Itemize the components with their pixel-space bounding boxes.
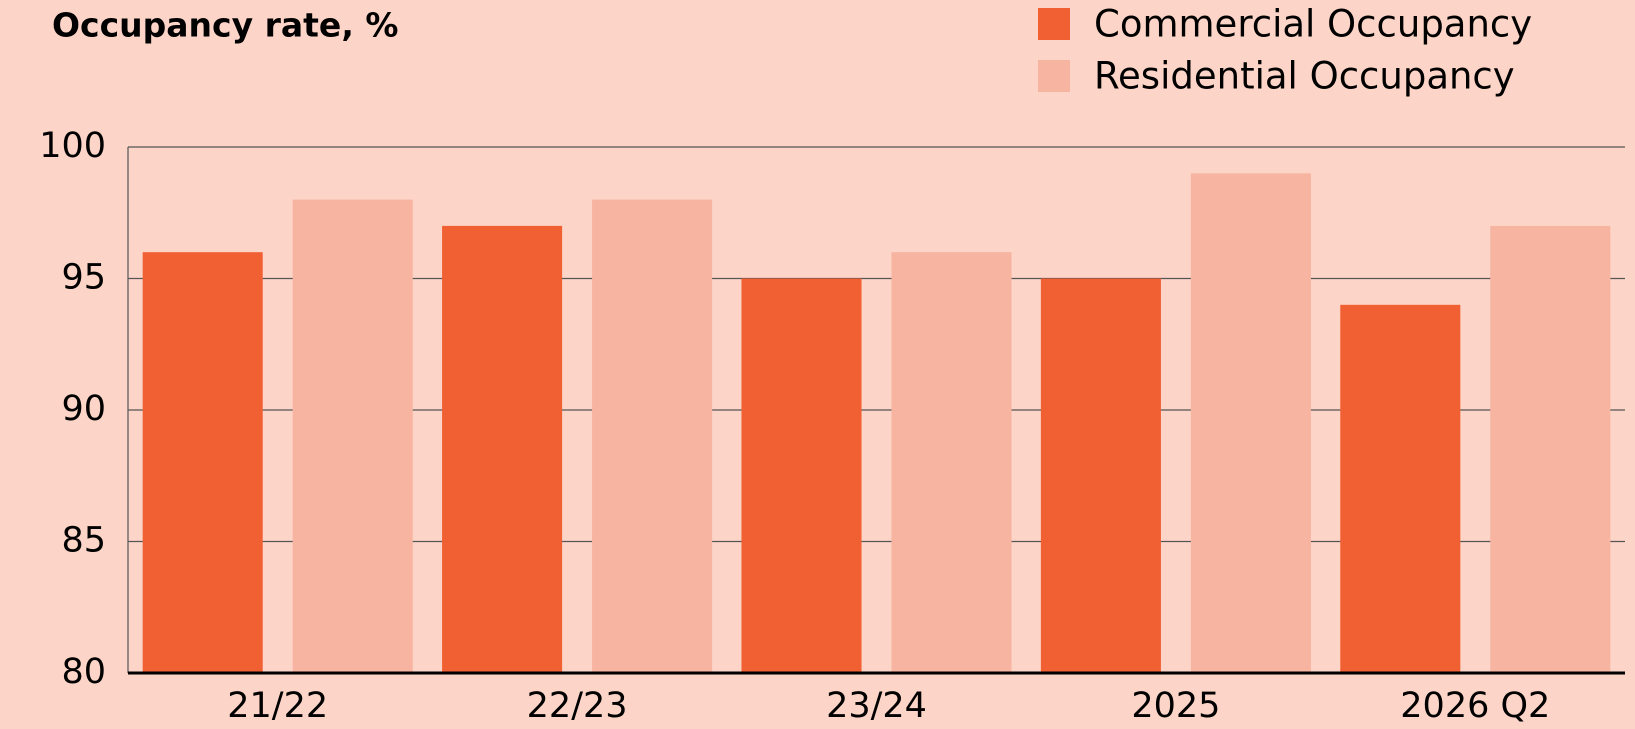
y-tick-label: 90 — [61, 389, 106, 429]
y-tick-label: 100 — [39, 126, 106, 166]
chart-title: Occupancy rate, % — [52, 6, 398, 45]
legend-swatch — [1038, 8, 1070, 40]
y-tick-label: 95 — [61, 258, 106, 298]
x-tick-label: 23/24 — [826, 686, 927, 726]
bar — [741, 278, 862, 673]
x-tick-label: 22/23 — [527, 686, 628, 726]
y-tick-label: 85 — [61, 521, 106, 561]
x-tick-label: 2026 Q2 — [1400, 686, 1550, 726]
bar — [442, 225, 563, 673]
bar — [1490, 225, 1611, 673]
legend-label: Commercial Occupancy — [1094, 3, 1532, 46]
bar — [1040, 278, 1161, 673]
bar — [1190, 173, 1311, 674]
bar — [592, 199, 713, 673]
bar — [1340, 304, 1461, 673]
x-tick-label: 2025 — [1131, 686, 1220, 726]
y-tick-label: 80 — [61, 652, 106, 692]
bar — [292, 199, 413, 673]
legend-label: Residential Occupancy — [1094, 55, 1515, 98]
bar — [142, 252, 263, 673]
bar — [891, 252, 1012, 673]
x-tick-label: 21/22 — [227, 686, 328, 726]
legend-swatch — [1038, 60, 1070, 92]
